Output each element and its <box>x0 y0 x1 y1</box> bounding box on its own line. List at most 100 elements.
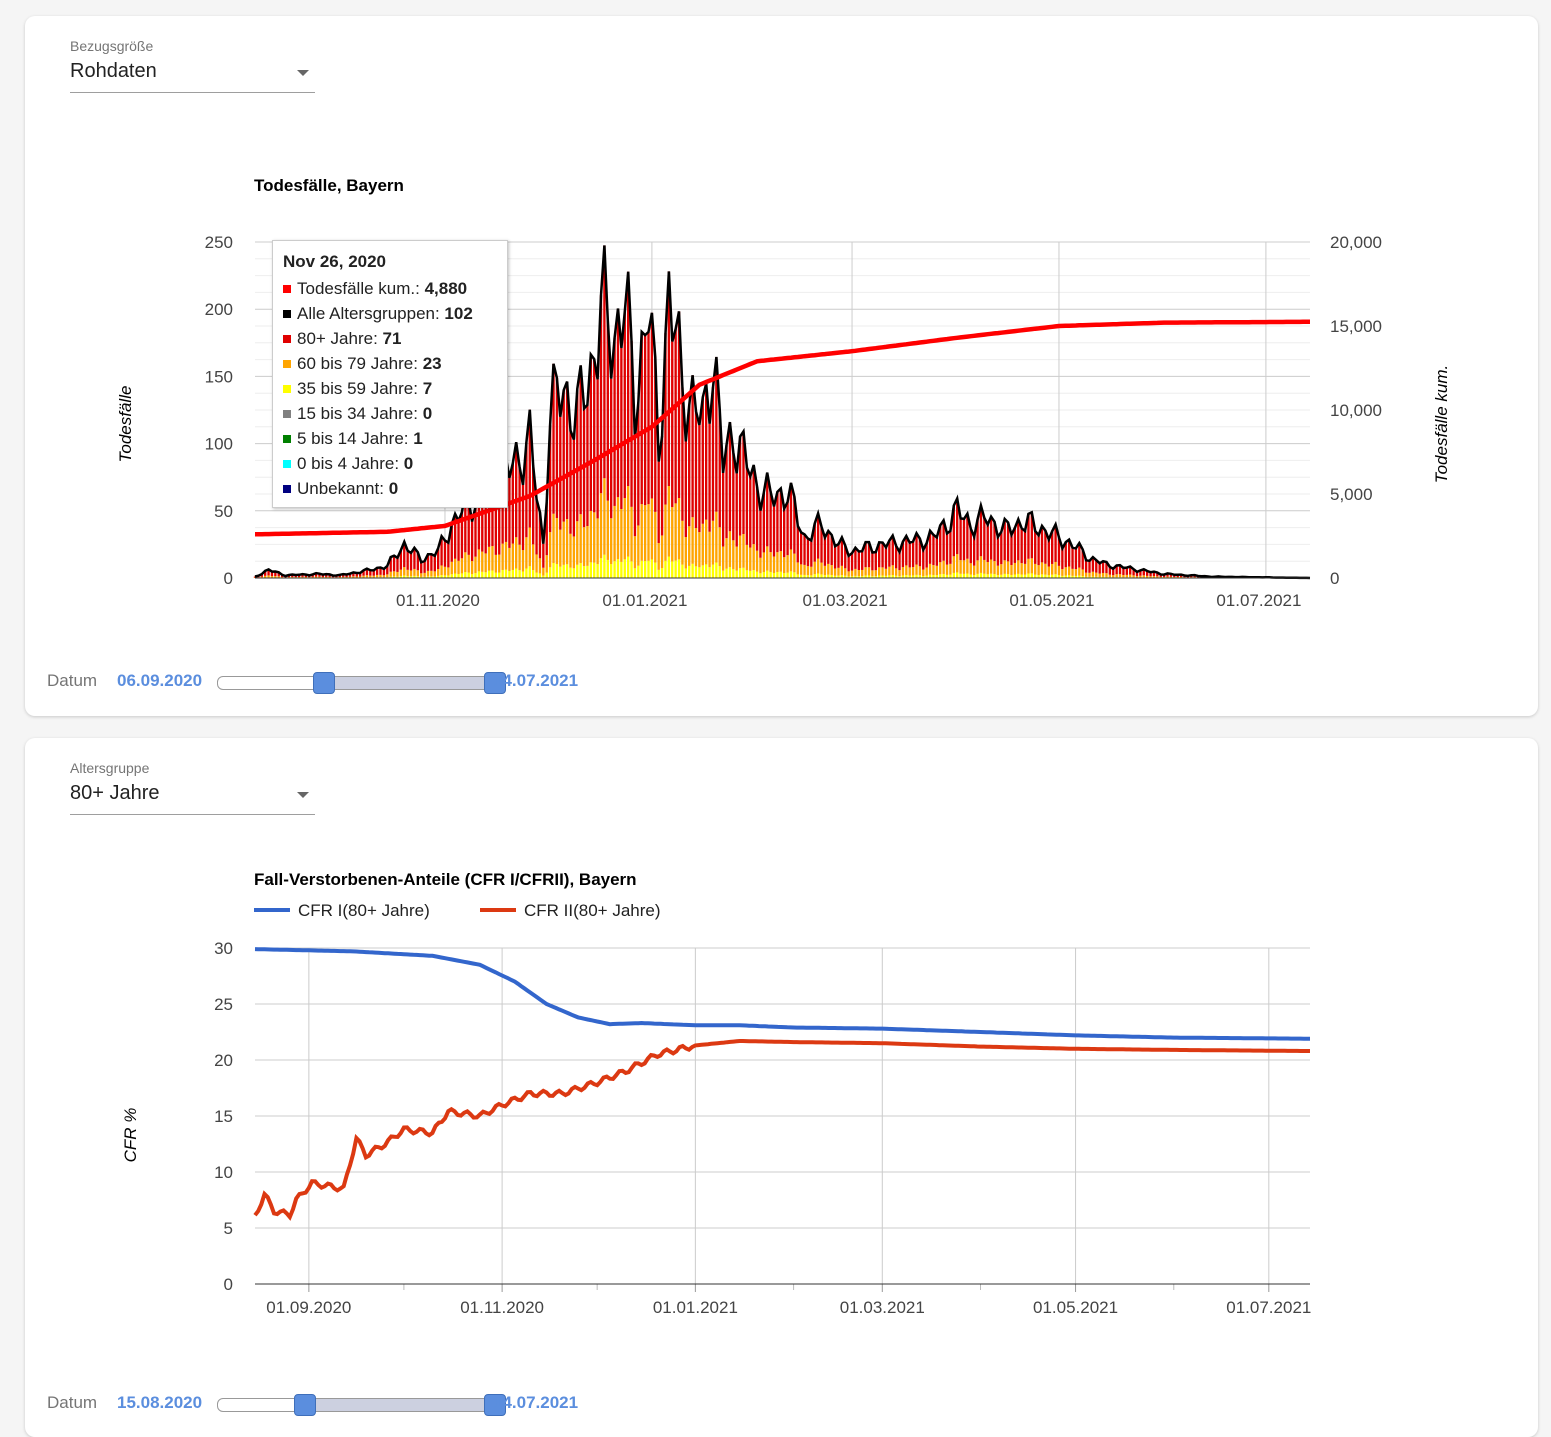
bar-segment <box>552 563 555 578</box>
bar-segment <box>657 569 660 578</box>
bar-segment <box>1061 575 1064 578</box>
bar-segment <box>660 535 664 569</box>
bar-segment <box>620 509 623 562</box>
dropdown-arrow-icon[interactable] <box>297 792 309 798</box>
bar-segment <box>457 520 460 561</box>
bar-segment <box>959 518 962 561</box>
bar-segment <box>732 569 735 578</box>
bar-segment <box>884 547 888 569</box>
bar-segment <box>552 363 555 514</box>
reference-select[interactable]: Bezugsgröße Rohdaten <box>70 38 315 93</box>
y-tick-label: 25 <box>214 995 233 1014</box>
reference-select-text: Rohdaten <box>70 60 157 82</box>
bar-segment <box>1061 569 1064 576</box>
bar-segment <box>474 556 477 574</box>
bar-segment <box>898 551 901 571</box>
bar-segment <box>565 564 569 578</box>
bar-segment <box>565 519 569 565</box>
bar-segment <box>1017 560 1020 574</box>
bar-segment <box>447 567 450 576</box>
bar-segment <box>755 571 759 578</box>
bar-segment <box>928 574 932 578</box>
bar-segment <box>263 575 267 578</box>
bar-segment <box>911 541 915 568</box>
bar-segment <box>1173 577 1176 578</box>
slider-end-handle[interactable] <box>484 1394 506 1416</box>
bar-segment <box>277 576 280 578</box>
slider-start-handle[interactable] <box>312 672 335 694</box>
age-group-select-value[interactable]: 80+ Jahre <box>70 782 315 815</box>
bar-segment <box>447 575 450 578</box>
bar-segment <box>935 575 939 578</box>
tooltip-row-label: 15 bis 34 Jahre: <box>297 404 423 423</box>
bar-segment <box>606 320 609 501</box>
bar-segment <box>799 564 803 575</box>
tooltip-swatch-icon <box>283 460 291 468</box>
bar-segment <box>993 521 996 562</box>
bar-segment <box>406 569 409 577</box>
bar-segment <box>559 416 562 530</box>
bar-segment <box>1000 531 1003 565</box>
bar-segment <box>399 576 403 578</box>
bar-segment <box>1159 576 1162 578</box>
bar-segment <box>989 559 993 574</box>
bar-segment <box>1000 574 1003 578</box>
bar-segment <box>1095 572 1098 577</box>
bar-segment <box>684 441 688 538</box>
bar-segment <box>633 568 637 578</box>
y2-axis-title: Todesfälle kum. <box>1432 365 1451 483</box>
bar-segment <box>827 574 830 578</box>
bar-segment <box>1088 576 1091 578</box>
bar-segment <box>1139 570 1142 576</box>
bar-segment <box>528 527 531 567</box>
bar-segment <box>396 576 399 578</box>
bar-segment <box>304 576 308 578</box>
bar-segment <box>450 561 453 575</box>
bar-segment <box>674 329 677 504</box>
slider-track[interactable] <box>217 672 506 694</box>
bar-segment <box>830 535 833 566</box>
tooltip-row: Alle Altersgruppen: 102 <box>283 301 507 326</box>
bar-segment <box>796 574 799 578</box>
bar-segment <box>637 402 640 526</box>
bar-segment <box>450 574 453 578</box>
slider-start-handle[interactable] <box>293 1394 316 1416</box>
bar-segment <box>823 565 827 576</box>
bar-segment <box>467 500 470 555</box>
bar-segment <box>1145 570 1149 576</box>
bar-segment <box>1023 574 1027 578</box>
slider-end-handle[interactable] <box>484 672 506 694</box>
bar-segment <box>287 577 291 578</box>
tooltip-row-value: 23 <box>422 354 442 373</box>
bar-segment <box>986 524 989 562</box>
slider-start-date: 15.08.2020 <box>117 1393 203 1412</box>
bar-segment <box>783 573 786 578</box>
bar-segment <box>796 526 799 563</box>
bar-segment <box>976 560 979 574</box>
bar-segment <box>1067 575 1071 578</box>
reference-select-value[interactable]: Rohdaten <box>70 60 315 93</box>
bar-segment <box>559 529 562 567</box>
bar-segment <box>413 568 416 576</box>
age-group-select[interactable]: Altersgruppe 80+ Jahre <box>70 760 315 815</box>
bar-segment <box>433 571 436 577</box>
bar-segment <box>392 555 396 572</box>
bar-segment <box>498 499 501 555</box>
bar-segment <box>922 549 925 570</box>
bar-segment <box>525 442 528 538</box>
bar-segment <box>979 572 983 578</box>
bar-segment <box>358 576 362 578</box>
bar-segment <box>1064 575 1067 578</box>
bar-segment <box>962 560 966 574</box>
y-tick-label: 50 <box>214 502 233 521</box>
bar-segment <box>1037 565 1040 576</box>
slider-track[interactable] <box>217 1394 506 1416</box>
bar-segment <box>1091 557 1095 572</box>
bar-segment <box>1169 576 1173 578</box>
age-group-select-label: Altersgruppe <box>70 760 150 776</box>
bar-segment <box>1122 574 1125 578</box>
y2-tick-label: 20,000 <box>1330 233 1382 252</box>
dropdown-arrow-icon[interactable] <box>297 70 309 76</box>
bar-segment <box>457 560 460 574</box>
bar-segment <box>827 530 830 564</box>
